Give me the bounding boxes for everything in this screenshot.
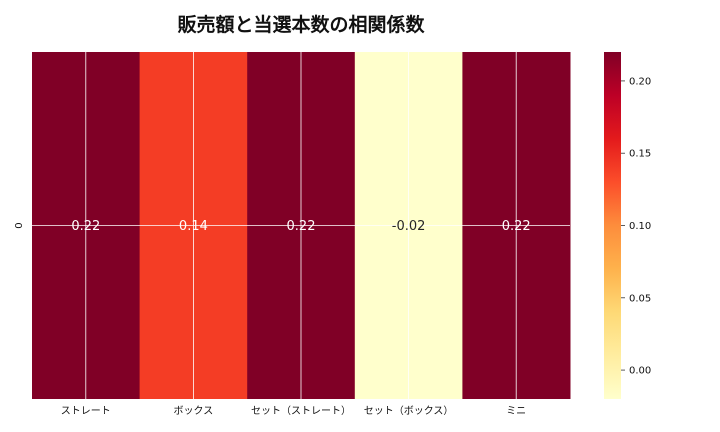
colorbar [604,52,621,399]
x-tick-label: セット（ボックス） [364,405,454,417]
x-tick-label: セット（ストレート） [251,405,351,417]
colorbar-tick-label: 0.15 [629,149,651,160]
cell-value-label: 0.22 [71,219,100,234]
colorbar-tick-label: 0.05 [629,293,651,304]
x-tick-label: ボックス [174,405,214,417]
x-tick-label: ストレート [61,406,111,417]
cell-value-label: 0.14 [179,219,208,234]
y-tick-label: 0 [14,222,25,228]
cell-value-label: -0.02 [392,219,426,234]
chart-title: 販売額と当選本数の相関係数 [177,14,425,36]
x-tick-label: ミニ [506,406,526,417]
colorbar-tick-label: 0.00 [629,366,651,377]
cell-value-label: 0.22 [502,219,531,234]
cell-value-label: 0.22 [287,219,316,234]
colorbar-tick-label: 0.20 [629,76,651,87]
colorbar-tick-label: 0.10 [629,221,651,232]
